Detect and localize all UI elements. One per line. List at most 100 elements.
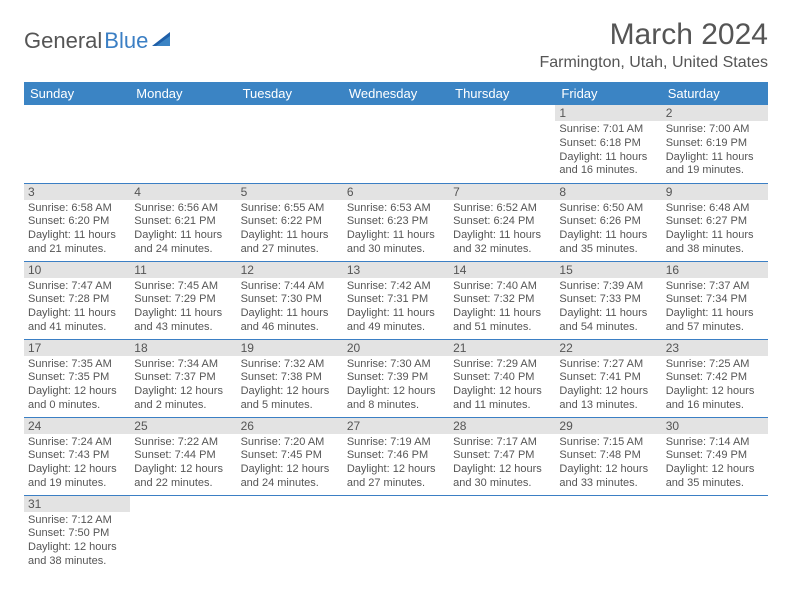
day-number: 13 xyxy=(343,262,449,278)
day-details: Sunrise: 7:45 AMSunset: 7:29 PMDaylight:… xyxy=(130,280,236,337)
sunrise-line: Sunrise: 7:00 AM xyxy=(666,123,764,137)
sunrise-line: Sunrise: 7:22 AM xyxy=(134,436,232,450)
day-number: 26 xyxy=(237,418,343,434)
day-number: 29 xyxy=(555,418,661,434)
sunset-line: Sunset: 6:27 PM xyxy=(666,215,764,229)
sunset-line: Sunset: 7:47 PM xyxy=(453,449,551,463)
calendar-cell: 13Sunrise: 7:42 AMSunset: 7:31 PMDayligh… xyxy=(343,261,449,339)
daylight-line: Daylight: 11 hours and 41 minutes. xyxy=(28,307,126,335)
sunrise-line: Sunrise: 7:39 AM xyxy=(559,280,657,294)
day-header: Friday xyxy=(555,82,661,105)
sunrise-line: Sunrise: 7:32 AM xyxy=(241,358,339,372)
sunrise-line: Sunrise: 7:37 AM xyxy=(666,280,764,294)
daylight-line: Daylight: 11 hours and 32 minutes. xyxy=(453,229,551,257)
day-details: Sunrise: 7:22 AMSunset: 7:44 PMDaylight:… xyxy=(130,436,236,493)
daylight-line: Daylight: 11 hours and 38 minutes. xyxy=(666,229,764,257)
day-number: 14 xyxy=(449,262,555,278)
sunrise-line: Sunrise: 7:17 AM xyxy=(453,436,551,450)
calendar-week-row: 3Sunrise: 6:58 AMSunset: 6:20 PMDaylight… xyxy=(24,183,768,261)
day-header: Saturday xyxy=(662,82,768,105)
day-number: 19 xyxy=(237,340,343,356)
calendar-cell: 21 Sunrise: 7:29 AMSunset: 7:40 PMDayligh… xyxy=(449,339,555,417)
sunset-line: Sunset: 7:48 PM xyxy=(559,449,657,463)
day-number: 17 xyxy=(24,340,130,356)
day-number: 7 xyxy=(449,184,555,200)
sunset-line: Sunset: 7:38 PM xyxy=(241,371,339,385)
sunrise-line: Sunrise: 7:27 AM xyxy=(559,358,657,372)
day-details: Sunrise: 6:52 AMSunset: 6:24 PMDaylight:… xyxy=(449,202,555,259)
daylight-line: Daylight: 11 hours and 21 minutes. xyxy=(28,229,126,257)
day-details: Sunrise: 7:20 AMSunset: 7:45 PMDaylight:… xyxy=(237,436,343,493)
sunrise-line: Sunrise: 7:01 AM xyxy=(559,123,657,137)
daylight-line: Daylight: 12 hours and 30 minutes. xyxy=(453,463,551,491)
day-number: 20 xyxy=(343,340,449,356)
calendar-cell: 6Sunrise: 6:53 AMSunset: 6:23 PMDaylight… xyxy=(343,183,449,261)
sunset-line: Sunset: 7:45 PM xyxy=(241,449,339,463)
daylight-line: Daylight: 12 hours and 0 minutes. xyxy=(28,385,126,413)
daylight-line: Daylight: 11 hours and 54 minutes. xyxy=(559,307,657,335)
calendar-cell: 26 Sunrise: 7:20 AMSunset: 7:45 PMDayligh… xyxy=(237,417,343,495)
sunrise-line: Sunrise: 7:19 AM xyxy=(347,436,445,450)
calendar-cell xyxy=(662,495,768,573)
sunrise-line: Sunrise: 7:20 AM xyxy=(241,436,339,450)
logo-text-general: General xyxy=(24,28,102,54)
day-details: Sunrise: 7:30 AMSunset: 7:39 PMDaylight:… xyxy=(343,358,449,415)
day-details: Sunrise: 6:56 AMSunset: 6:21 PMDaylight:… xyxy=(130,202,236,259)
day-details: Sunrise: 7:29 AMSunset: 7:40 PMDaylight:… xyxy=(449,358,555,415)
daylight-line: Daylight: 11 hours and 27 minutes. xyxy=(241,229,339,257)
day-details: Sunrise: 7:14 AMSunset: 7:49 PMDaylight:… xyxy=(662,436,768,493)
location-subtitle: Farmington, Utah, United States xyxy=(539,54,768,72)
calendar-cell: 4Sunrise: 6:56 AMSunset: 6:21 PMDaylight… xyxy=(130,183,236,261)
daylight-line: Daylight: 12 hours and 13 minutes. xyxy=(559,385,657,413)
daylight-line: Daylight: 11 hours and 46 minutes. xyxy=(241,307,339,335)
daylight-line: Daylight: 12 hours and 8 minutes. xyxy=(347,385,445,413)
day-header: Sunday xyxy=(24,82,130,105)
calendar-cell: 3Sunrise: 6:58 AMSunset: 6:20 PMDaylight… xyxy=(24,183,130,261)
day-details: Sunrise: 7:27 AMSunset: 7:41 PMDaylight:… xyxy=(555,358,661,415)
day-details: Sunrise: 6:55 AMSunset: 6:22 PMDaylight:… xyxy=(237,202,343,259)
day-number: 15 xyxy=(555,262,661,278)
sunset-line: Sunset: 7:41 PM xyxy=(559,371,657,385)
calendar-cell xyxy=(555,495,661,573)
sunset-line: Sunset: 7:50 PM xyxy=(28,527,126,541)
sunset-line: Sunset: 7:39 PM xyxy=(347,371,445,385)
sunset-line: Sunset: 7:28 PM xyxy=(28,293,126,307)
sunrise-line: Sunrise: 6:58 AM xyxy=(28,202,126,216)
sunset-line: Sunset: 6:20 PM xyxy=(28,215,126,229)
calendar-cell xyxy=(343,495,449,573)
sunset-line: Sunset: 6:26 PM xyxy=(559,215,657,229)
sunset-line: Sunset: 6:18 PM xyxy=(559,137,657,151)
sunset-line: Sunset: 7:49 PM xyxy=(666,449,764,463)
daylight-line: Daylight: 12 hours and 19 minutes. xyxy=(28,463,126,491)
sunrise-line: Sunrise: 6:55 AM xyxy=(241,202,339,216)
daylight-line: Daylight: 12 hours and 35 minutes. xyxy=(666,463,764,491)
calendar-cell: 1Sunrise: 7:01 AMSunset: 6:18 PMDaylight… xyxy=(555,105,661,183)
sunrise-line: Sunrise: 7:14 AM xyxy=(666,436,764,450)
day-number: 25 xyxy=(130,418,236,434)
daylight-line: Daylight: 12 hours and 2 minutes. xyxy=(134,385,232,413)
daylight-line: Daylight: 11 hours and 35 minutes. xyxy=(559,229,657,257)
day-number: 1 xyxy=(555,105,661,121)
sunset-line: Sunset: 7:40 PM xyxy=(453,371,551,385)
calendar-cell: 17Sunrise: 7:35 AMSunset: 7:35 PMDayligh… xyxy=(24,339,130,417)
daylight-line: Daylight: 11 hours and 57 minutes. xyxy=(666,307,764,335)
day-number: 21 xyxy=(449,340,555,356)
sunrise-line: Sunrise: 6:56 AM xyxy=(134,202,232,216)
calendar-cell: 23Sunrise: 7:25 AMSunset: 7:42 PMDayligh… xyxy=(662,339,768,417)
day-number: 30 xyxy=(662,418,768,434)
day-number: 5 xyxy=(237,184,343,200)
day-number: 23 xyxy=(662,340,768,356)
daylight-line: Daylight: 12 hours and 11 minutes. xyxy=(453,385,551,413)
day-number: 24 xyxy=(24,418,130,434)
calendar-cell: 30 Sunrise: 7:14 AMSunset: 7:49 PMDayligh… xyxy=(662,417,768,495)
calendar-cell: 19Sunrise: 7:32 AMSunset: 7:38 PMDayligh… xyxy=(237,339,343,417)
day-details: Sunrise: 7:37 AMSunset: 7:34 PMDaylight:… xyxy=(662,280,768,337)
calendar-table: Sunday Monday Tuesday Wednesday Thursday… xyxy=(24,82,768,573)
day-details: Sunrise: 7:47 AMSunset: 7:28 PMDaylight:… xyxy=(24,280,130,337)
calendar-week-row: 1Sunrise: 7:01 AMSunset: 6:18 PMDaylight… xyxy=(24,105,768,183)
day-details: Sunrise: 6:50 AMSunset: 6:26 PMDaylight:… xyxy=(555,202,661,259)
sunrise-line: Sunrise: 7:47 AM xyxy=(28,280,126,294)
title-block: March 2024 Farmington, Utah, United Stat… xyxy=(539,18,768,78)
sail-icon xyxy=(152,30,174,53)
day-number: 9 xyxy=(662,184,768,200)
